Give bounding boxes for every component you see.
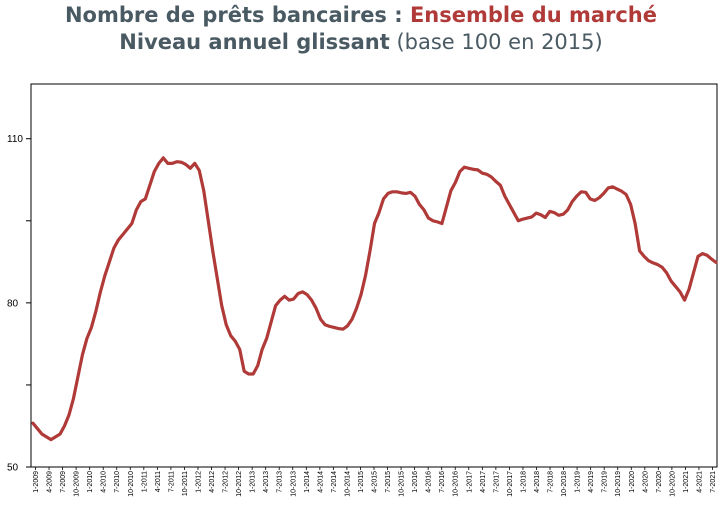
x-tick-label: 7-2015 — [385, 471, 392, 493]
x-tick-label: 1-2013 — [250, 471, 257, 493]
x-tick-label: 4-2016 — [426, 471, 433, 493]
x-tick-label: 7-2013 — [277, 471, 284, 493]
x-tick-label: 10-2020 — [669, 471, 676, 497]
x-tick-label: 1-2017 — [466, 471, 473, 493]
y-tick-label: 110 — [7, 134, 23, 145]
x-tick-label: 10-2014 — [344, 471, 351, 497]
x-tick-label: 10-2016 — [453, 471, 460, 497]
y-tick-label: 50 — [7, 463, 19, 474]
x-tick-label: 10-2018 — [561, 471, 568, 497]
x-tick-label: 10-2015 — [399, 471, 406, 497]
x-tick-label: 4-2017 — [480, 471, 487, 493]
x-tick-label: 7-2019 — [602, 471, 609, 493]
x-tick-label: 10-2017 — [507, 471, 514, 497]
x-tick-label: 10-2019 — [615, 471, 622, 497]
x-tick-label: 4-2009 — [47, 471, 54, 493]
x-tick-label: 10-2012 — [236, 471, 243, 497]
x-tick-label: 4-2010 — [101, 471, 108, 493]
x-tick-label: 1-2016 — [412, 471, 419, 493]
x-tick-label: 1-2009 — [33, 471, 40, 493]
x-tick-label: 7-2020 — [656, 471, 663, 493]
x-tick-label: 10-2010 — [128, 471, 135, 497]
x-tick-label: 4-2014 — [317, 471, 324, 493]
x-tick-label: 1-2015 — [358, 471, 365, 493]
x-tick-label: 4-2015 — [372, 471, 379, 493]
x-tick-label: 7-2016 — [439, 471, 446, 493]
x-tick-label: 1-2014 — [304, 471, 311, 493]
x-tick-label: 7-2014 — [331, 471, 338, 493]
x-tick-label: 4-2019 — [588, 471, 595, 493]
x-tick-label: 4-2021 — [696, 471, 703, 493]
plot-frame — [30, 83, 718, 468]
series-line — [31, 156, 718, 442]
x-tick-label: 7-2009 — [60, 471, 67, 493]
x-tick-label: 4-2012 — [209, 471, 216, 493]
x-tick-label: 1-2021 — [683, 471, 690, 493]
x-tick-label: 7-2010 — [114, 471, 121, 493]
chart-subtitle-rest: (base 100 en 2015) — [389, 30, 603, 54]
x-tick-label: 7-2012 — [223, 471, 230, 493]
x-tick-label: 1-2011 — [141, 471, 148, 492]
x-tick-label: 1-2020 — [629, 471, 636, 493]
x-tick-label: 7-2018 — [548, 471, 555, 493]
x-tick-label: 7-2017 — [493, 471, 500, 493]
x-tick-label: 10-2009 — [74, 471, 81, 497]
y-tick-label: 80 — [7, 298, 19, 309]
x-tick-label: 4-2013 — [263, 471, 270, 493]
chart-subtitle-bold: Niveau annuel glissant — [119, 30, 390, 54]
x-tick-label: 7-2011 — [168, 471, 175, 492]
chart-title: Nombre de prêts bancaires : Ensemble du … — [0, 3, 722, 27]
x-tick-label: 1-2012 — [195, 471, 202, 493]
x-tick-label: 4-2020 — [642, 471, 649, 493]
chart-title-part2: Ensemble du marché — [409, 3, 658, 27]
x-tick-label: 10-2013 — [290, 471, 297, 497]
chart-title-part1: Nombre de prêts bancaires : — [64, 3, 410, 27]
x-tick-label: 4-2011 — [155, 471, 162, 492]
x-tick-label: 7-2021 — [710, 471, 717, 493]
x-tick-label: 1-2010 — [87, 471, 94, 493]
x-tick-label: 1-2018 — [520, 471, 527, 493]
x-tick-label: 4-2018 — [534, 471, 541, 493]
chart-subtitle: Niveau annuel glissant (base 100 en 2015… — [0, 30, 722, 54]
x-tick-label: 10-2011 — [182, 471, 189, 496]
x-tick-label: 1-2019 — [575, 471, 582, 493]
